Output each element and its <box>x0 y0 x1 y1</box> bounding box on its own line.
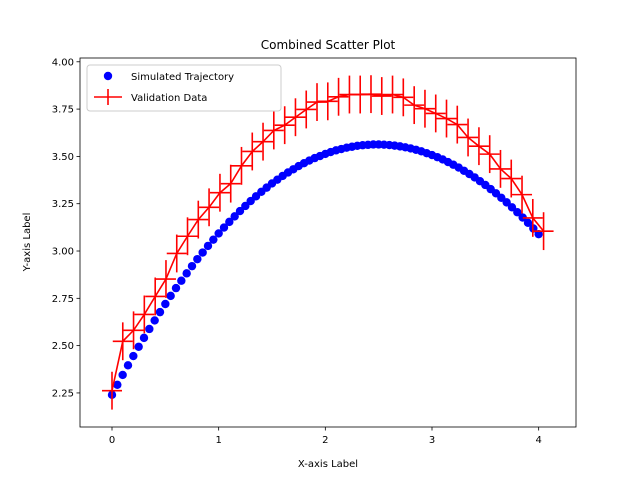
chart-title: Combined Scatter Plot <box>261 38 396 52</box>
axes-frame <box>79 57 577 428</box>
data-point <box>523 218 533 228</box>
data-point <box>518 213 527 222</box>
y-tick-label: 2.50 <box>52 341 74 352</box>
data-point <box>513 208 522 217</box>
data-point <box>139 333 149 343</box>
data-point <box>145 324 154 334</box>
y-tick-label: 2.25 <box>52 388 74 399</box>
data-point <box>177 276 186 285</box>
y-tick-label: 4.00 <box>52 57 74 68</box>
data-point <box>182 269 191 278</box>
data-point <box>193 254 202 264</box>
y-tick-label: 2.75 <box>52 294 74 305</box>
data-point <box>209 235 218 244</box>
x-tick-label: 0 <box>109 435 115 446</box>
legend-label-validation: Validation Data <box>131 93 207 104</box>
y-tick-label: 3.75 <box>52 105 74 116</box>
data-point <box>118 370 127 380</box>
x-tick-label: 2 <box>322 435 328 446</box>
data-point <box>166 291 175 301</box>
data-point <box>230 212 239 221</box>
data-point <box>219 223 229 232</box>
legend-marker-simulated <box>103 71 113 81</box>
data-point <box>113 380 122 390</box>
data-point <box>225 217 234 227</box>
data-point <box>155 307 165 317</box>
x-tick-label: 1 <box>215 435 221 446</box>
data-point <box>534 229 543 239</box>
data-point <box>241 201 250 211</box>
data-point <box>187 261 197 271</box>
y-axis-label: Y-axis Label <box>22 213 33 273</box>
data-point <box>198 248 207 257</box>
y-tick-label: 3.50 <box>52 152 74 163</box>
data-point <box>502 198 511 207</box>
data-point <box>123 361 133 370</box>
legend-label-simulated: Simulated Trajectory <box>131 72 234 83</box>
data-point <box>203 241 213 251</box>
legend-box <box>86 64 282 112</box>
series-validation-data <box>102 75 554 410</box>
x-axis-label: X-axis Label <box>298 459 358 470</box>
legend: Simulated Trajectory Validation Data <box>86 64 282 112</box>
data-point <box>507 203 517 212</box>
data-point <box>150 316 159 325</box>
y-tick-label: 3.00 <box>52 247 74 258</box>
x-tick-label: 4 <box>535 435 541 446</box>
data-point <box>171 283 181 293</box>
data-point <box>161 299 170 309</box>
y-tick-label: 3.25 <box>52 199 74 210</box>
data-point <box>134 342 143 351</box>
x-tick-label: 3 <box>429 435 435 446</box>
data-point <box>235 206 245 216</box>
data-point <box>214 229 223 238</box>
data-point <box>129 351 138 361</box>
series-simulated-trajectory <box>107 140 543 400</box>
